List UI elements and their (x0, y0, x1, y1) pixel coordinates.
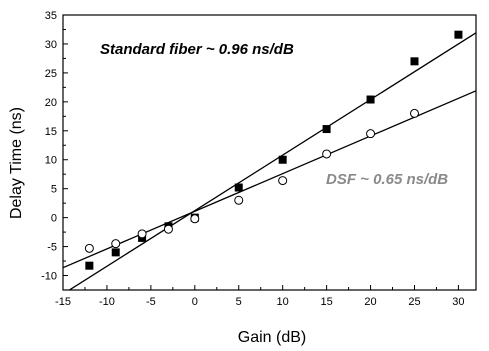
circle-point (163, 224, 173, 234)
circle-point (366, 129, 376, 139)
square-point (322, 125, 331, 134)
x-tick-label: 0 (192, 296, 198, 308)
circle-point (111, 239, 121, 249)
x-tick-label: 10 (277, 296, 289, 308)
square-point (366, 95, 375, 104)
square-point (234, 183, 243, 192)
y-tick-label: 0 (51, 213, 57, 225)
circle-point (322, 149, 332, 159)
y-axis-title: Delay Time (ns) (8, 107, 25, 219)
x-tick-label: -15 (55, 296, 71, 308)
data-points (84, 30, 463, 270)
y-tick-label: 30 (45, 39, 57, 51)
y-tick-label: 20 (45, 97, 57, 109)
circle-point (190, 214, 200, 224)
fit-line-standard-fiber (68, 32, 476, 290)
square-point (111, 248, 120, 257)
y-tick-label: 15 (45, 126, 57, 138)
x-axis-title: Gain (dB) (238, 329, 306, 346)
x-tick-label: 20 (364, 296, 376, 308)
annotation-standard-fiber: Standard fiber ~ 0.96 ns/dB (100, 41, 294, 58)
circle-point (84, 243, 94, 253)
y-tick-label: 25 (45, 68, 57, 80)
y-axis-ticks: -10 -5 0 5 10 15 20 25 30 35 (41, 10, 68, 283)
circle-point (137, 229, 147, 239)
circle-point (409, 108, 419, 118)
fit-lines (63, 32, 476, 290)
x-tick-label: 15 (320, 296, 332, 308)
square-point (85, 261, 94, 270)
x-tick-label: 30 (452, 296, 464, 308)
x-tick-label: -10 (99, 296, 115, 308)
x-axis-ticks: -15 -10 -5 0 5 10 15 20 25 30 (55, 285, 465, 308)
annotation-dsf: DSF ~ 0.65 ns/dB (326, 171, 448, 188)
x-tick-label: -5 (146, 296, 156, 308)
y-tick-label: 5 (51, 184, 57, 196)
x-tick-label: 5 (236, 296, 242, 308)
square-point (454, 30, 463, 39)
plot-frame (62, 14, 477, 291)
square-point (410, 57, 419, 66)
circle-point (234, 195, 244, 205)
fit-line-dsf (63, 90, 476, 269)
circle-point (278, 176, 288, 186)
square-point (278, 155, 287, 164)
y-tick-label: 10 (45, 155, 57, 167)
y-tick-label: -10 (41, 271, 57, 283)
y-tick-label: 35 (45, 10, 57, 22)
y-tick-label: -5 (47, 242, 57, 254)
x-tick-label: 25 (408, 296, 420, 308)
